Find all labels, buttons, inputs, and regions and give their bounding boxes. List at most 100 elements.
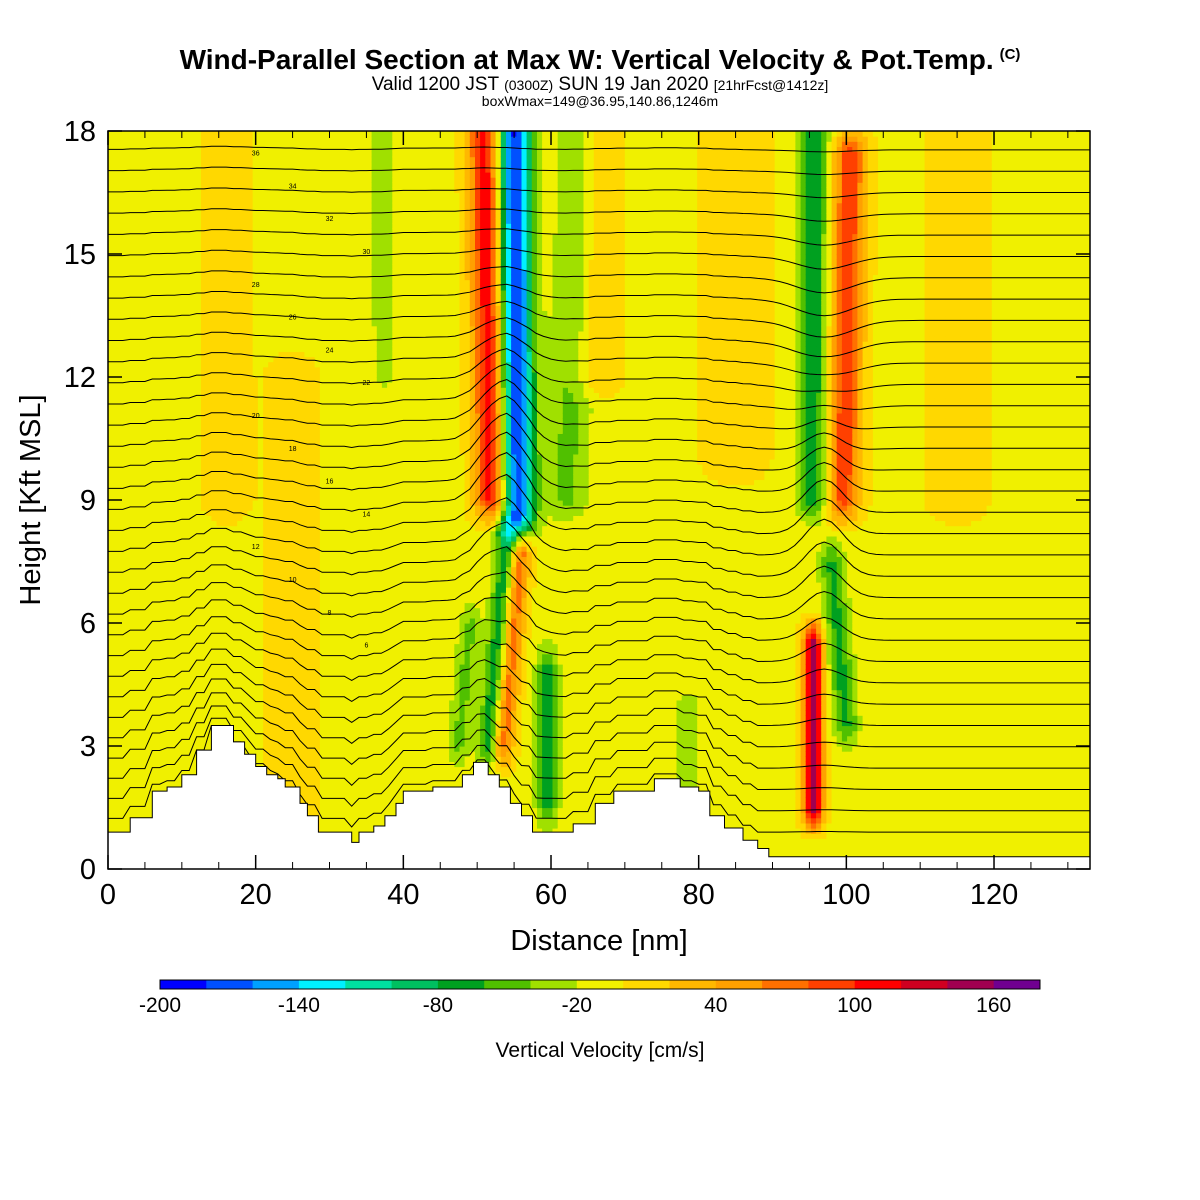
velocity-cell [165,664,171,670]
velocity-cell [191,152,197,158]
velocity-cell [248,367,254,373]
velocity-cell [108,285,114,291]
velocity-cell [279,495,285,501]
velocity-cell [273,531,279,537]
velocity-cell [222,638,228,644]
velocity-cell [155,239,161,245]
velocity-cell [206,234,212,240]
velocity-cell [273,500,279,506]
velocity-cell [165,408,171,414]
velocity-cell [113,152,119,158]
velocity-cell [253,213,259,219]
velocity-cell [180,480,186,486]
velocity-cell [279,408,285,414]
velocity-cell [139,367,145,373]
velocity-cell [180,177,186,183]
velocity-cell [242,162,248,168]
velocity-cell [217,146,223,152]
velocity-cell [279,428,285,434]
velocity-cell [186,218,192,224]
velocity-cell [149,141,155,147]
velocity-cell [113,772,119,778]
velocity-cell [165,244,171,250]
velocity-cell [263,193,269,199]
velocity-cell [129,644,135,650]
velocity-cell [211,264,217,270]
velocity-cell [237,597,243,603]
velocity-cell [237,633,243,639]
velocity-cell [196,208,202,214]
velocity-cell [258,464,264,470]
velocity-cell [263,464,269,470]
velocity-cell [139,131,145,137]
velocity-cell [139,536,145,542]
velocity-cell [232,521,238,527]
velocity-cell [118,239,124,245]
velocity-cell [227,182,233,188]
velocity-cell [211,444,217,450]
velocity-cell [248,526,254,532]
velocity-cell [237,449,243,455]
velocity-cell [222,474,228,480]
velocity-cell [144,326,150,332]
velocity-cell [232,710,238,716]
velocity-cell [206,382,212,388]
velocity-cell [253,239,259,245]
velocity-cell [232,644,238,650]
velocity-cell [268,618,274,624]
velocity-cell [227,362,233,368]
velocity-cell [129,300,135,306]
velocity-cell [222,213,228,219]
velocity-cell [165,772,171,778]
velocity-cell [144,141,150,147]
velocity-cell [144,577,150,583]
velocity-cell [263,459,269,465]
velocity-cell [124,705,130,711]
velocity-cell [113,736,119,742]
velocity-cell [134,541,140,547]
velocity-cell [273,408,279,414]
velocity-cell [222,346,228,352]
velocity-cell [139,731,145,737]
velocity-cell [232,239,238,245]
velocity-cell [222,269,228,275]
velocity-cell [139,326,145,332]
velocity-cell [118,213,124,219]
velocity-cell [113,198,119,204]
velocity-cell [217,495,223,501]
velocity-cell [129,213,135,219]
velocity-cell [139,613,145,619]
velocity-cell [180,644,186,650]
velocity-cell [206,474,212,480]
velocity-cell [139,408,145,414]
velocity-cell [242,526,248,532]
velocity-cell [149,387,155,393]
velocity-cell [232,556,238,562]
velocity-cell [129,275,135,281]
velocity-cell [268,362,274,368]
velocity-cell [108,521,114,527]
velocity-cell [175,679,181,685]
velocity-cell [175,649,181,655]
velocity-cell [268,372,274,378]
velocity-cell [217,387,223,393]
velocity-cell [186,546,192,552]
velocity-cell [124,182,130,188]
velocity-cell [139,433,145,439]
velocity-cell [242,720,248,726]
velocity-cell [129,433,135,439]
velocity-cell [232,449,238,455]
velocity-cell [129,474,135,480]
velocity-cell [186,541,192,547]
velocity-cell [113,398,119,404]
velocity-cell [258,741,264,747]
velocity-cell [232,464,238,470]
velocity-cell [149,392,155,398]
velocity-cell [211,403,217,409]
velocity-cell [134,633,140,639]
velocity-cell [108,567,114,573]
velocity-cell [160,377,166,383]
velocity-cell [134,761,140,767]
velocity-cell [217,357,223,363]
velocity-cell [196,239,202,245]
